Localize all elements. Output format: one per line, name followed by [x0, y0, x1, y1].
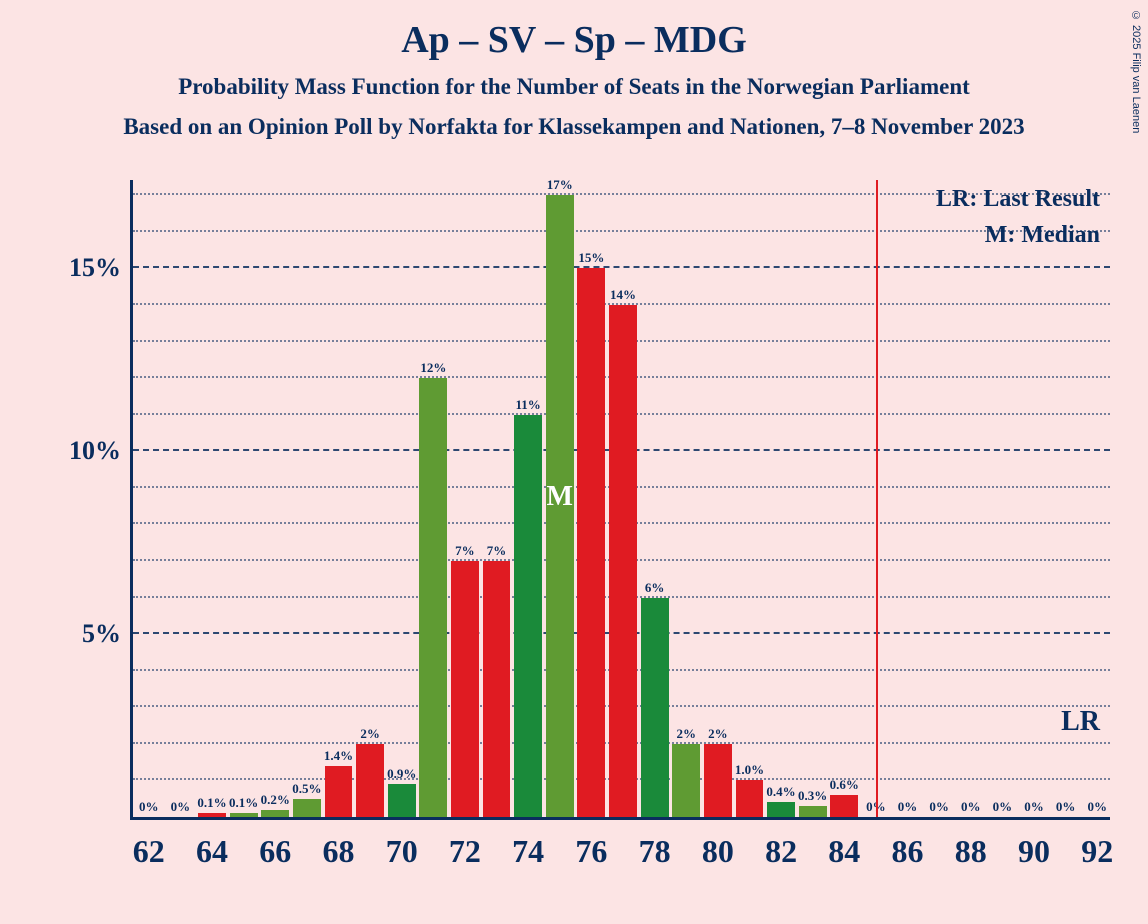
bar-value-label: 0.3%	[798, 788, 827, 804]
bar: 15%	[577, 268, 605, 817]
bar-value-label: 0.9%	[387, 766, 416, 782]
x-axis-label: 92	[1081, 833, 1113, 870]
bar-value-label: 0.1%	[197, 795, 226, 811]
bar-value-label: 2%	[708, 726, 728, 742]
bar-value-label: 0.4%	[766, 784, 795, 800]
bar-value-label: 7%	[487, 543, 507, 559]
bar: 0.1%	[198, 813, 226, 817]
bar: 2%	[672, 744, 700, 817]
gridline-major	[133, 266, 1110, 268]
bar: 12%	[419, 378, 447, 817]
bar-value-label: 6%	[645, 580, 665, 596]
bar-value-label: 2%	[360, 726, 380, 742]
median-marker: M	[547, 481, 573, 513]
bar: 11%	[514, 415, 542, 817]
x-axis-label: 66	[259, 833, 291, 870]
bar: 0.2%	[261, 810, 289, 817]
x-axis-label: 82	[765, 833, 797, 870]
bar-value-label: 15%	[578, 250, 604, 266]
bar-value-label: 0%	[171, 799, 191, 815]
bar-value-label: 11%	[516, 397, 541, 413]
chart-title: Ap – SV – Sp – MDG	[0, 0, 1148, 62]
legend-median: M: Median	[985, 222, 1100, 249]
chart-source: Based on an Opinion Poll by Norfakta for…	[0, 100, 1148, 140]
y-axis-label: 5%	[82, 619, 121, 649]
bar: 0.6%	[830, 795, 858, 817]
x-axis-label: 88	[955, 833, 987, 870]
bar-value-label: 7%	[455, 543, 475, 559]
bar: 14%	[609, 305, 637, 817]
bar-value-label: 0%	[139, 799, 159, 815]
bar-value-label: 0%	[1024, 799, 1044, 815]
bar: 6%	[641, 598, 669, 817]
y-axis-label: 10%	[69, 436, 121, 466]
bar-value-label: 0%	[993, 799, 1013, 815]
bar: 7%	[483, 561, 511, 817]
bar-value-label: 17%	[547, 177, 573, 193]
bar-value-label: 0.2%	[261, 792, 290, 808]
x-axis-label: 84	[828, 833, 860, 870]
bar: 0.1%	[230, 813, 258, 817]
x-axis-label: 80	[702, 833, 734, 870]
last-result-marker: LR	[1061, 706, 1100, 738]
x-axis-label: 64	[196, 833, 228, 870]
bar: 1.4%	[325, 766, 353, 817]
x-axis-label: 72	[449, 833, 481, 870]
chart-area: 5%10%15%0%0%0.1%0.1%0.2%0.5%1.4%2%0.9%12…	[130, 180, 1110, 820]
bar-value-label: 0%	[898, 799, 918, 815]
bar: 0.5%	[293, 799, 321, 817]
bar-value-label: 0.6%	[830, 777, 859, 793]
x-axis-label: 78	[639, 833, 671, 870]
x-axis-label: 62	[133, 833, 165, 870]
bar: 0.9%	[388, 784, 416, 817]
x-axis-label: 70	[386, 833, 418, 870]
x-axis-label: 76	[575, 833, 607, 870]
bar: 0.3%	[799, 806, 827, 817]
x-axis-label: 86	[892, 833, 924, 870]
legend-last-result: LR: Last Result	[936, 186, 1100, 213]
plot-region: 5%10%15%0%0%0.1%0.1%0.2%0.5%1.4%2%0.9%12…	[130, 180, 1110, 820]
bar-value-label: 0%	[929, 799, 949, 815]
x-axis-label: 90	[1018, 833, 1050, 870]
x-axis-label: 68	[322, 833, 354, 870]
chart-subtitle: Probability Mass Function for the Number…	[0, 62, 1148, 100]
bar-value-label: 2%	[676, 726, 696, 742]
bar-value-label: 1.4%	[324, 748, 353, 764]
bar-value-label: 0%	[961, 799, 981, 815]
x-axis-label: 74	[512, 833, 544, 870]
bar-value-label: 0.1%	[229, 795, 258, 811]
bar: 0.4%	[767, 802, 795, 817]
bar-value-label: 0%	[1087, 799, 1107, 815]
gridline-minor	[133, 230, 1110, 232]
bar-value-label: 1.0%	[735, 762, 764, 778]
bar-value-label: 0%	[1056, 799, 1076, 815]
bar-value-label: 12%	[420, 360, 446, 376]
copyright-text: © 2025 Filip van Laenen	[1130, 10, 1142, 133]
bar: 2%	[356, 744, 384, 817]
bar-value-label: 14%	[610, 287, 636, 303]
last-result-line	[876, 180, 878, 817]
bar: 7%	[451, 561, 479, 817]
bar-value-label: 0.5%	[292, 781, 321, 797]
y-axis-label: 15%	[69, 253, 121, 283]
bar: 2%	[704, 744, 732, 817]
bar: 1.0%	[736, 780, 764, 817]
